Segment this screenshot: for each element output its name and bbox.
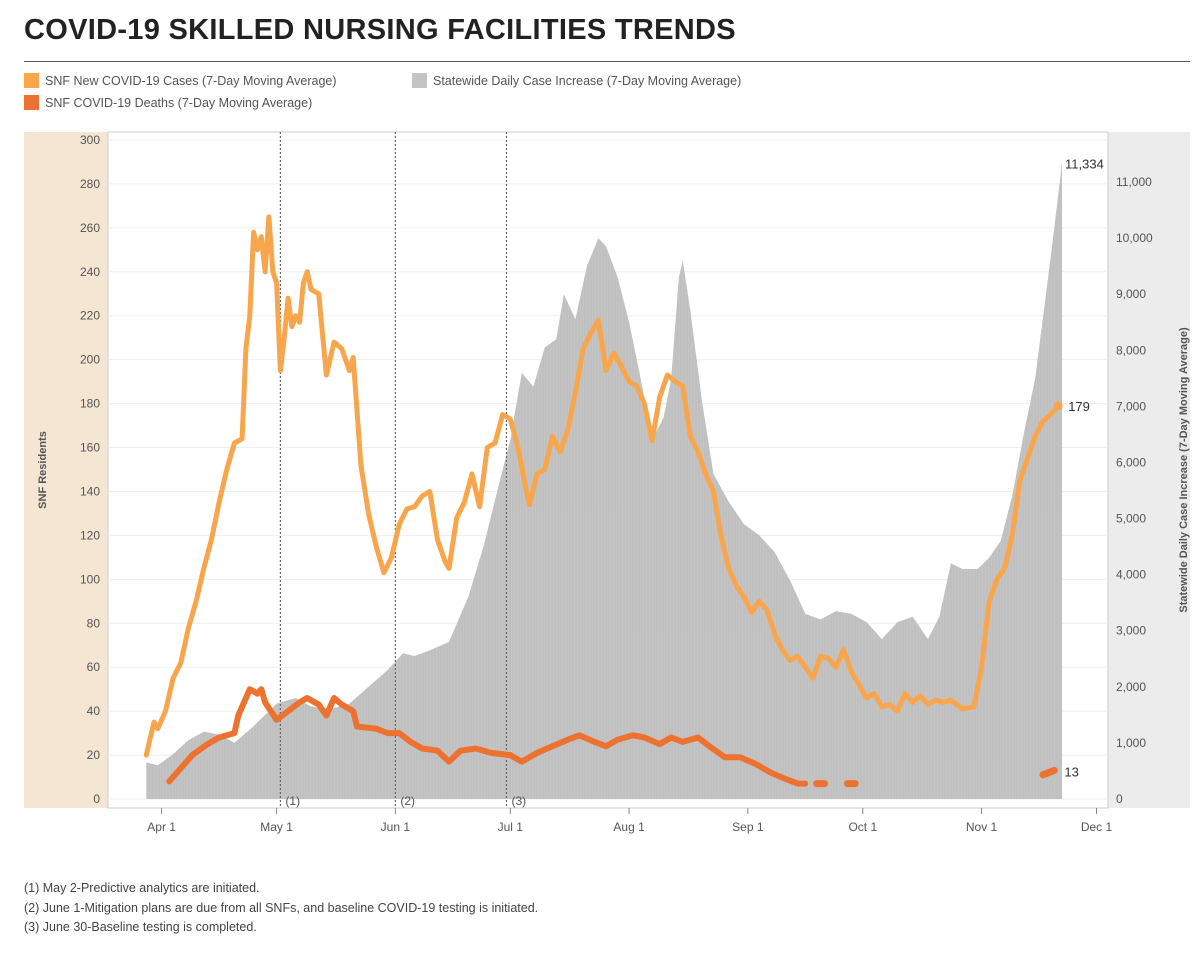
x-tick-label: Nov 1 bbox=[966, 820, 998, 834]
y-tick-label: 220 bbox=[80, 309, 100, 323]
x-tick-label: Dec 1 bbox=[1081, 820, 1113, 834]
y-tick-label: 300 bbox=[80, 133, 100, 147]
y-tick-label: 280 bbox=[80, 177, 100, 191]
legend-swatch-statewide bbox=[412, 73, 427, 88]
y-tick-label: 120 bbox=[80, 528, 100, 542]
y-tick-label: 140 bbox=[80, 484, 100, 498]
y2-tick-label: 9,000 bbox=[1116, 287, 1146, 301]
x-tick-label: May 1 bbox=[260, 820, 293, 834]
statewide-area bbox=[146, 163, 1063, 800]
legend-swatch-deaths bbox=[24, 95, 39, 110]
deaths-line bbox=[166, 686, 809, 787]
y2-axis-title: Statewide Daily Case Increase (7-Day Mov… bbox=[1178, 327, 1190, 613]
annotation-label-1: (1) bbox=[285, 794, 300, 808]
legend-label-cases: SNF New COVID-19 Cases (7-Day Moving Ave… bbox=[45, 73, 337, 88]
footnote-2: (2) June 1-Mitigation plans are due from… bbox=[24, 900, 539, 915]
title-divider bbox=[24, 61, 1190, 62]
chart-title: COVID-19 SKILLED NURSING FACILITIES TREN… bbox=[24, 14, 736, 46]
legend-item-cases[interactable]: SNF New COVID-19 Cases (7-Day Moving Ave… bbox=[24, 73, 337, 88]
y2-tick-label: 4,000 bbox=[1116, 568, 1146, 582]
left-axis-band bbox=[24, 132, 108, 808]
cases-end-label: 179 bbox=[1068, 399, 1090, 414]
legend-label-deaths: SNF COVID-19 Deaths (7-Day Moving Averag… bbox=[45, 95, 313, 110]
y2-tick-label: 0 bbox=[1116, 792, 1123, 806]
x-tick-label: Jul 1 bbox=[498, 820, 524, 834]
y-tick-label: 80 bbox=[87, 616, 101, 630]
y2-tick-label: 3,000 bbox=[1116, 624, 1146, 638]
trend-chart: 0 20 40 60 80 100 120 140 160 180 200 220 240 260 280 3… bbox=[24, 131, 1190, 834]
y-tick-label: 60 bbox=[87, 660, 101, 674]
legend-item-deaths[interactable]: SNF COVID-19 Deaths (7-Day Moving Averag… bbox=[24, 95, 312, 110]
y-tick-label: 200 bbox=[80, 353, 100, 367]
y2-tick-label: 11,000 bbox=[1116, 175, 1152, 189]
y-tick-label: 180 bbox=[80, 397, 100, 411]
y-tick-label: 160 bbox=[80, 441, 100, 455]
y2-tick-label: 2,000 bbox=[1116, 680, 1146, 694]
legend-item-statewide[interactable]: Statewide Daily Case Increase (7-Day Mov… bbox=[412, 73, 741, 88]
x-tick-label: Oct 1 bbox=[848, 820, 877, 834]
x-tick-label: Apr 1 bbox=[147, 820, 176, 834]
y-tick-label: 260 bbox=[80, 221, 100, 235]
y2-tick-label: 8,000 bbox=[1116, 343, 1146, 357]
annotation-label-2: (2) bbox=[400, 794, 415, 808]
y-tick-label: 0 bbox=[93, 792, 100, 806]
footnote-1: (1) May 2-Predictive analytics are initi… bbox=[24, 881, 260, 895]
cases-end-marker bbox=[1053, 401, 1063, 411]
y2-tick-label: 1,000 bbox=[1116, 736, 1146, 750]
y2-tick-label: 10,000 bbox=[1116, 231, 1153, 245]
y2-tick-label: 6,000 bbox=[1116, 455, 1146, 469]
deaths-end-label: 13 bbox=[1064, 764, 1078, 779]
x-tick-label: Aug 1 bbox=[613, 820, 645, 834]
y-tick-label: 100 bbox=[80, 572, 100, 586]
y-axis-title: SNF Residents bbox=[37, 431, 49, 509]
legend-label-statewide: Statewide Daily Case Increase (7-Day Mov… bbox=[433, 73, 742, 88]
deaths-line-segment bbox=[1039, 766, 1058, 779]
x-tick-label: Sep 1 bbox=[732, 820, 764, 834]
footnote-3: (3) June 30-Baseline testing is complete… bbox=[24, 920, 257, 934]
right-axis-band bbox=[1108, 132, 1190, 808]
y2-tick-label: 5,000 bbox=[1116, 512, 1146, 526]
y-tick-label: 240 bbox=[80, 265, 100, 279]
y-tick-label: 40 bbox=[87, 704, 101, 718]
y-tick-label: 20 bbox=[87, 748, 101, 762]
x-tick-label: Jun 1 bbox=[381, 820, 411, 834]
annotation-label-3: (3) bbox=[511, 794, 526, 808]
cases-line bbox=[143, 214, 1061, 758]
footnotes: (1) May 2-Predictive analytics are initi… bbox=[24, 879, 538, 938]
legend-swatch-cases bbox=[24, 73, 39, 88]
statewide-end-label: 11,334 bbox=[1065, 156, 1104, 171]
y2-tick-label: 7,000 bbox=[1116, 399, 1146, 413]
